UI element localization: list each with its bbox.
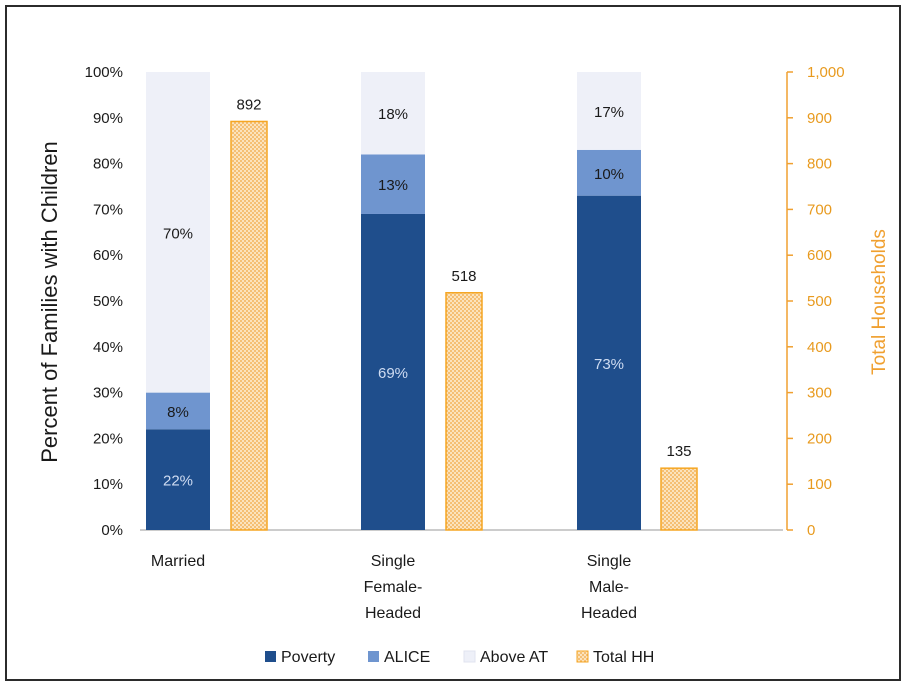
y-tick-label: 70% xyxy=(93,201,123,218)
bars xyxy=(146,72,698,531)
data-label: 518 xyxy=(451,268,476,285)
y2-tick-label: 100 xyxy=(807,476,832,493)
y2-tick-label: 600 xyxy=(807,247,832,264)
legend-swatch xyxy=(368,651,379,662)
y2-tick-label: 700 xyxy=(807,201,832,218)
y-tick-label: 80% xyxy=(93,156,123,173)
y2-tick-label: 900 xyxy=(807,110,832,127)
legend-swatch xyxy=(463,650,476,663)
x-tick-label-line: Single xyxy=(587,553,632,570)
legend: Poverty ALICE Above AT Total HH xyxy=(265,649,654,666)
x-tick-label: Single Male- Headed xyxy=(581,553,637,622)
data-label: 18% xyxy=(378,106,408,123)
bar-alice xyxy=(146,392,210,430)
y2-axis-title: Total Households xyxy=(869,229,890,375)
y-axis-title: Percent of Families with Children xyxy=(37,141,62,463)
data-label: 13% xyxy=(378,177,408,194)
y-tick-label: 0% xyxy=(101,522,123,539)
bar-above-at xyxy=(146,72,210,393)
data-label: 17% xyxy=(594,104,624,121)
y-tick-label: 40% xyxy=(93,339,123,356)
data-labels: 22% 8% 70% 892 69% 13% 18% 518 73% 10% 17% 135 xyxy=(163,96,692,489)
bar-poverty xyxy=(146,429,210,530)
bar-total-hh xyxy=(230,120,268,531)
legend-label: Poverty xyxy=(281,649,335,666)
bar-poverty xyxy=(577,195,641,530)
bar-above-at xyxy=(577,72,641,150)
y-tick-label: 100% xyxy=(85,64,123,81)
x-tick-label-line: Single xyxy=(371,553,416,570)
legend-label: ALICE xyxy=(384,649,430,666)
y2-tick-label: 200 xyxy=(807,430,832,447)
bar-poverty xyxy=(361,213,425,531)
data-label: 70% xyxy=(163,225,193,242)
y-tick-label: 20% xyxy=(93,430,123,447)
x-tick-label-line: Male- xyxy=(589,579,629,596)
bar-total-hh xyxy=(445,292,483,531)
bar-alice xyxy=(361,154,425,214)
data-label: 892 xyxy=(236,96,261,113)
bar-above-at xyxy=(361,72,425,155)
x-tick-label-line: Headed xyxy=(365,605,421,622)
y2-tick-label: 800 xyxy=(807,156,832,173)
x-tick-label-line: Female- xyxy=(364,579,423,596)
y2-tick-label: 300 xyxy=(807,385,832,402)
legend-label: Total HH xyxy=(593,649,654,666)
data-label: 73% xyxy=(594,356,624,373)
y-tick-label: 10% xyxy=(93,476,123,493)
legend-swatch xyxy=(576,650,589,663)
x-tick-label: Single Female- Headed xyxy=(364,553,423,622)
x-tick-label-line: Headed xyxy=(581,605,637,622)
y-tick-label: 90% xyxy=(93,110,123,127)
data-label: 22% xyxy=(163,473,193,490)
y2-tick-label: 0 xyxy=(807,522,815,539)
y2-tick-label: 1,000 xyxy=(807,64,845,81)
y2-tick-label: 500 xyxy=(807,293,832,310)
y-tick-label: 60% xyxy=(93,247,123,264)
x-tick-label-line: Married xyxy=(151,553,205,570)
x-tick-label: Married xyxy=(151,553,205,570)
bar-alice xyxy=(577,149,641,196)
data-label: 135 xyxy=(666,443,691,460)
legend-label: Above AT xyxy=(480,649,548,666)
data-label: 10% xyxy=(594,166,624,183)
y-tick-label: 30% xyxy=(93,385,123,402)
y2-tick-label: 400 xyxy=(807,339,832,356)
data-label: 69% xyxy=(378,365,408,382)
y-tick-label: 50% xyxy=(93,293,123,310)
bar-total-hh xyxy=(660,467,698,531)
legend-swatch xyxy=(265,651,276,662)
data-label: 8% xyxy=(167,404,189,421)
